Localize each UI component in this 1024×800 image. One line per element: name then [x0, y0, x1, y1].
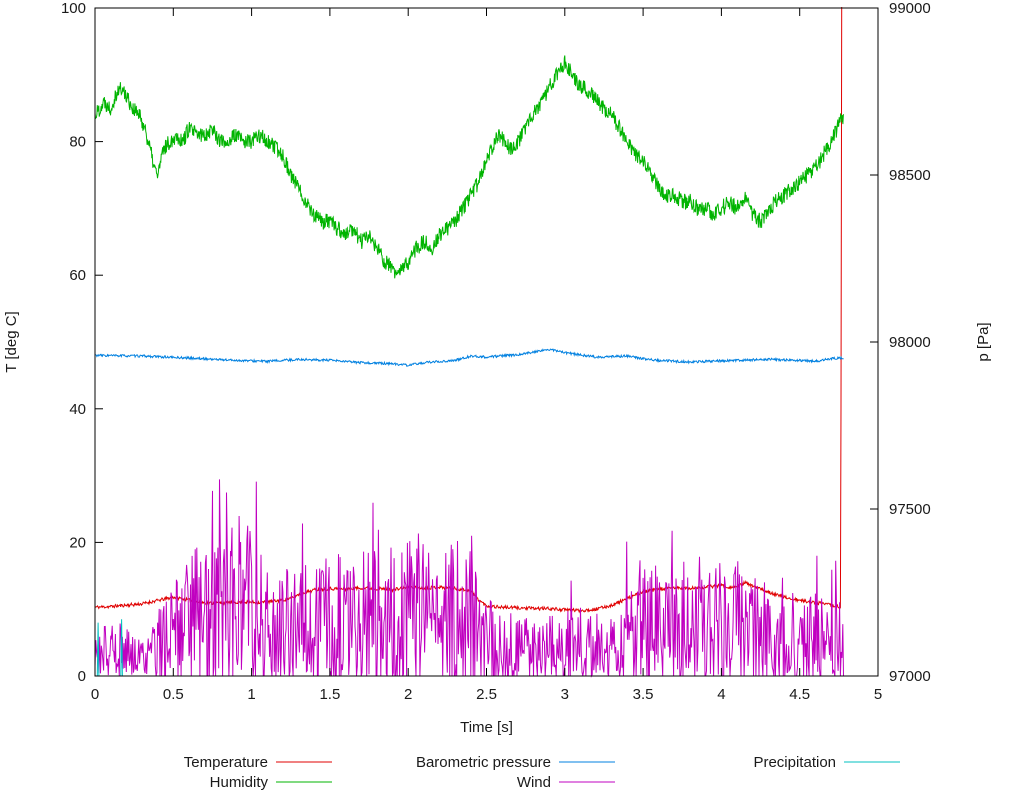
legend-label-wind: Wind	[517, 774, 551, 791]
series-humidity	[94, 55, 844, 279]
x-tick-label: 1.5	[319, 686, 340, 703]
x-tick-label: 2	[404, 686, 412, 703]
legend-label-humidity: Humidity	[210, 774, 269, 791]
y-tick-label-left: 20	[69, 534, 86, 551]
legend-label-precipitation: Precipitation	[753, 754, 836, 771]
y-tick-label-right: 99000	[889, 0, 931, 17]
x-tick-label: 4	[717, 686, 725, 703]
legend-label-barometric-pressure: Barometric pressure	[416, 754, 551, 771]
axis-labels: 0 0.5 1 1.5 2 2.5 3 3.5 4 4.5 5 0 20 40 60 80 100 97000 97…	[3, 0, 992, 736]
y-tick-label-right: 97000	[889, 668, 931, 685]
y-tick-label-left: 60	[69, 267, 86, 284]
y-tick-label-right: 97500	[889, 501, 931, 518]
series-barometric-pressure	[94, 348, 844, 368]
y-tick-label-left: 0	[78, 668, 86, 685]
y-tick-label-left: 80	[69, 134, 86, 151]
y-tick-label-right: 98500	[889, 167, 931, 184]
y-tick-label-right: 98000	[889, 334, 931, 351]
x-tick-label: 1	[247, 686, 255, 703]
axes	[94, 7, 879, 677]
x-axis-title: Time [s]	[460, 719, 513, 736]
x-tick-label: 0	[91, 686, 99, 703]
x-tick-label: 2.5	[476, 686, 497, 703]
legend: Temperature Humidity Barometric pressure Wi…	[184, 754, 900, 791]
x-tick-label: 4.5	[789, 686, 810, 703]
x-tick-label: 5	[874, 686, 882, 703]
plot-series	[94, 6, 844, 678]
x-tick-label: 3	[561, 686, 569, 703]
y-axis-title-right: p [Pa]	[975, 322, 992, 361]
y-axis-title-left: T [deg C]	[3, 311, 20, 372]
x-tick-label: 0.5	[163, 686, 184, 703]
series-wind	[94, 479, 844, 678]
y-tick-label-left: 100	[61, 0, 86, 17]
series-temperature	[94, 6, 843, 614]
y-tick-label-left: 40	[69, 401, 86, 418]
legend-label-temperature: Temperature	[184, 754, 268, 771]
x-tick-label: 3.5	[633, 686, 654, 703]
